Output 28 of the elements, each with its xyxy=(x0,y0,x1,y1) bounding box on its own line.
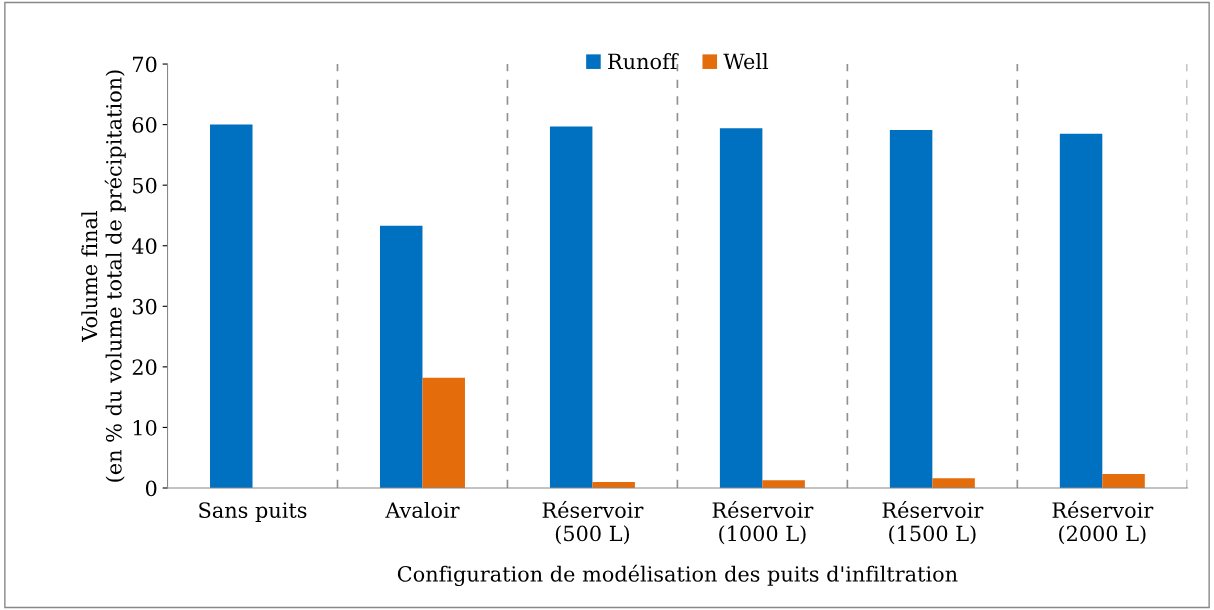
legend-label: Runoff xyxy=(608,53,679,70)
y-tick-label: 50 xyxy=(133,177,157,194)
bar xyxy=(210,124,253,488)
bar xyxy=(889,130,933,488)
y-tick-label: 10 xyxy=(133,419,157,436)
x-tick-label: Sans puits xyxy=(199,502,307,523)
bar xyxy=(932,478,975,488)
x-tick-label: Avaloir xyxy=(385,501,460,519)
y-tick-label: 60 xyxy=(132,117,157,133)
y-axis-title: Volume final (en % du volume total de précipitation) xyxy=(81,70,126,482)
bar xyxy=(1059,133,1103,488)
bar xyxy=(719,128,763,488)
x-axis-title: Configuration de modélisation des puits d'infiltration xyxy=(397,564,958,587)
x-tick-label: Réservoir (500 L) xyxy=(542,501,644,545)
y-tick-label: 70 xyxy=(133,56,157,73)
y-tick-label: 0 xyxy=(145,480,157,497)
bar xyxy=(379,225,423,488)
x-tick-label: Réservoir (2000 L) xyxy=(1052,501,1154,545)
y-tick-label: 20 xyxy=(132,359,157,376)
y-tick-label: 30 xyxy=(132,298,157,315)
legend-label: Well xyxy=(723,53,769,70)
x-tick-label: Réservoir (1000 L) xyxy=(712,501,814,545)
x-tick-label: Réservoir (1500 L) xyxy=(882,501,984,545)
bar xyxy=(762,480,805,488)
bar xyxy=(422,377,465,488)
bar xyxy=(549,126,593,488)
bar xyxy=(1102,474,1145,488)
y-tick-label: 40 xyxy=(131,238,157,254)
